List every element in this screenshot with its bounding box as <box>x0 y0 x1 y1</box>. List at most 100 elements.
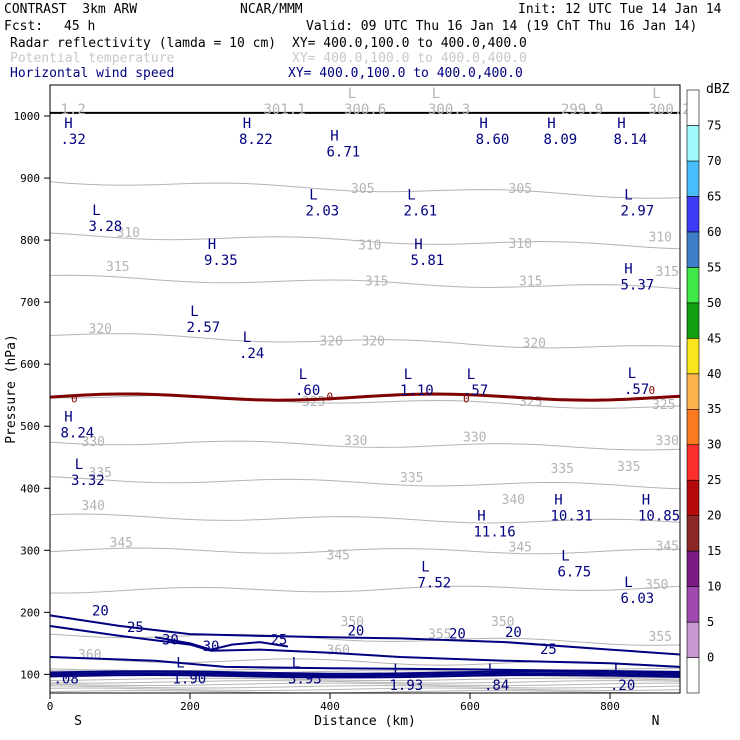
theta-label: 350 <box>645 578 668 593</box>
extremum-value: 1.93 <box>390 678 424 694</box>
y-tick-label: 600 <box>20 358 40 371</box>
extremum-marker: L <box>488 662 496 678</box>
y-tick-label: 1000 <box>14 110 41 123</box>
init-time: Init: 12 UTC Tue 14 Jan 14 <box>518 2 722 17</box>
colorbar-swatch <box>686 479 700 517</box>
theta-label: 335 <box>617 460 640 475</box>
theta-contour-330 <box>49 440 681 451</box>
colorbar-level-label: 5 <box>707 615 714 629</box>
field-wind-xy: XY= 400.0,100.0 to 400.0,400.0 <box>288 66 523 81</box>
colorbar-swatch <box>686 302 700 339</box>
colorbar-level-label: 10 <box>707 580 721 594</box>
colorbar-swatch <box>686 444 700 481</box>
colorbar-swatch <box>686 657 700 694</box>
extremum-value: 2.03 <box>306 203 340 219</box>
extremum-marker: H <box>330 128 338 144</box>
extremum-value: 10.85 <box>638 509 680 525</box>
theta-label: 345 <box>110 536 133 551</box>
extremum-value: 2.97 <box>621 203 655 219</box>
extremum-value: 1.2 <box>61 102 86 118</box>
extremum-value: .60 <box>295 383 320 399</box>
extremum-marker: L <box>407 187 415 203</box>
colorbar-level-label: 35 <box>707 402 721 416</box>
theta-label: 330 <box>82 435 105 450</box>
x-tick-label: 0 <box>47 700 54 713</box>
theta-label: 350 <box>491 615 514 630</box>
extremum-value: .08 <box>54 672 79 688</box>
theta-label: 310 <box>117 226 140 241</box>
extremum-marker: L <box>75 457 83 473</box>
wind-label: 20 <box>449 626 466 642</box>
wind-contour-jet <box>49 673 681 679</box>
theta-contour-345 <box>49 547 681 555</box>
extremum-value: 10.31 <box>551 509 593 525</box>
theta-label: 335 <box>89 466 112 481</box>
theta-contour-355 <box>49 633 681 646</box>
colorbar: 0 5 10 15 20 25 30 35 40 45 50 55 60 65 70 75 <box>686 89 721 694</box>
theta-contour-upper <box>49 687 681 692</box>
theta-label: 330 <box>656 434 679 449</box>
wind-contours: 20 25 30 30 25 20 20 20 25 <box>49 603 681 679</box>
extremum-marker: L <box>348 86 356 102</box>
y-tick-label: 300 <box>20 544 40 557</box>
extremum-marker: L <box>404 367 412 383</box>
colorbar-swatch <box>686 337 700 375</box>
extremum-marker: L <box>309 187 317 203</box>
extremum-value: 8.09 <box>544 132 578 148</box>
extremum-value: 5.81 <box>411 253 445 269</box>
extremum-marker: H <box>547 116 555 132</box>
wind-label: 20 <box>505 625 522 641</box>
theta-contour-320 <box>49 333 681 349</box>
extremum-value: 5.37 <box>621 278 655 294</box>
extremum-value: .24 <box>239 346 264 362</box>
zero-contour-label: 0 <box>463 392 470 405</box>
x-axis-title: Distance (km) <box>314 714 416 729</box>
colorbar-level-label: 65 <box>707 189 721 203</box>
wind-label: 30 <box>203 639 220 655</box>
colorbar-swatch <box>686 267 700 304</box>
extremum-marker: L <box>561 548 569 564</box>
extremum-value: 3.32 <box>71 473 105 489</box>
wind-contour-jet <box>49 670 681 675</box>
extremum-value: 1.10 <box>400 383 434 399</box>
theta-label: 305 <box>509 182 532 197</box>
extremum-value: 3.93 <box>288 672 322 688</box>
colorbar-swatch <box>686 408 700 446</box>
wind-contour-30 <box>154 636 289 651</box>
theta-label: 315 <box>365 274 388 289</box>
extremum-value: 300.6 <box>344 102 386 118</box>
extremum-marker: L <box>432 86 440 102</box>
extremum-marker: H <box>243 116 251 132</box>
theta-label: 320 <box>523 336 546 351</box>
colorbar-level-label: 20 <box>707 509 721 523</box>
theta-label: 315 <box>519 274 542 289</box>
extremum-marker: H <box>64 116 72 132</box>
theta-contour-335 <box>49 476 681 490</box>
x-tick-label: 800 <box>600 700 620 713</box>
extremum-marker: L <box>467 367 475 383</box>
wind-label: 25 <box>271 633 288 649</box>
theta-label: 310 <box>358 238 381 253</box>
colorbar-swatch <box>686 586 700 623</box>
y-tick-label: 500 <box>20 420 40 433</box>
wind-label: 30 <box>162 633 179 649</box>
theta-contour-340 <box>49 513 681 524</box>
zero-contour <box>49 392 681 402</box>
theta-contour-upper <box>49 677 681 682</box>
theta-label: 320 <box>362 335 385 350</box>
theta-label: 315 <box>656 265 679 280</box>
colorbar-level-label: 50 <box>707 296 721 310</box>
theta-label: 330 <box>463 431 486 446</box>
extremum-marker: L <box>624 187 632 203</box>
extremum-value: .57 <box>463 383 488 399</box>
extremum-marker: L <box>243 330 251 346</box>
extremum-value: 8.60 <box>476 132 510 148</box>
theta-label: 310 <box>509 237 532 252</box>
theta-label: 325 <box>652 398 675 413</box>
theta-label: 350 <box>341 615 364 630</box>
extremum-marker: L <box>652 86 660 102</box>
annotations: 0 0 00L1.90L3.93L1.93L.84L.20.08L7.52L6.75… <box>49 86 691 694</box>
y-tick-label: 100 <box>20 668 40 681</box>
